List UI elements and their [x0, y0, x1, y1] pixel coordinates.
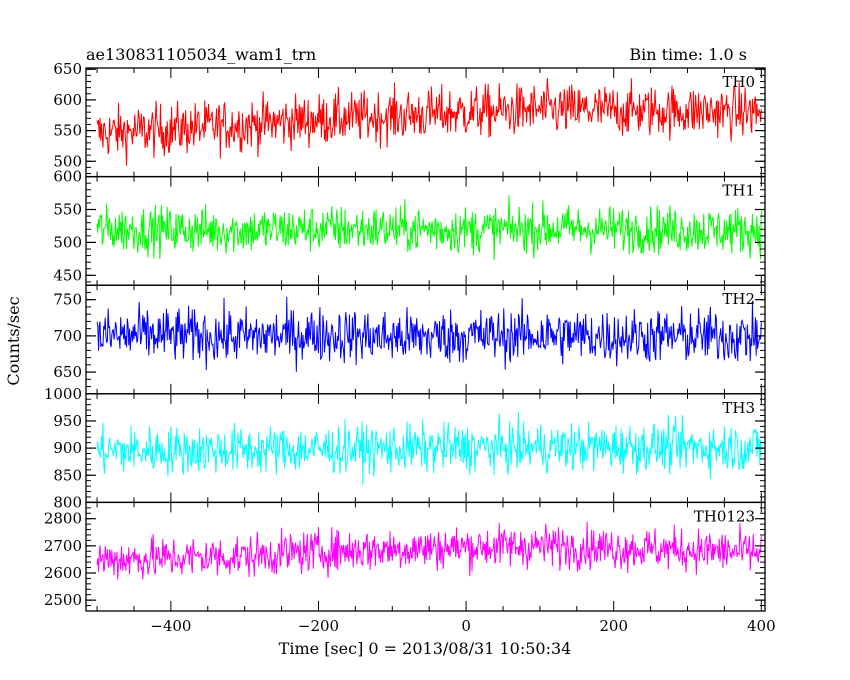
- panel-label-th3: TH3: [722, 399, 755, 417]
- panel-label-th2: TH2: [722, 290, 755, 308]
- x-tick-label: 200: [599, 617, 628, 635]
- x-tick-label: 400: [747, 617, 776, 635]
- panel-label-th1: TH1: [722, 182, 755, 200]
- panel-th2: 650 700 750 TH2: [53, 284, 766, 395]
- y-tick-label: 1000: [44, 385, 82, 403]
- panel-frame: [85, 175, 766, 286]
- y-tick-label: 950: [53, 412, 82, 430]
- panel-label-th0123: TH0123: [694, 507, 755, 525]
- y-tick-label: 800: [53, 493, 82, 511]
- y-tick-label: 500: [53, 233, 82, 251]
- x-tick-label: 0: [461, 617, 471, 635]
- series-line-th1: [96, 195, 762, 261]
- chart-title: ae130831105034_wam1_trn: [86, 45, 316, 64]
- y-tick-label: 550: [53, 201, 82, 219]
- panel-frame: [85, 501, 766, 612]
- y-tick-label: 850: [53, 466, 82, 484]
- y-tick-label: 650: [53, 363, 82, 381]
- y-tick-label: 450: [53, 266, 82, 284]
- y-tick-label: 2500: [44, 591, 82, 609]
- panel-th0: 500 550 600 650 TH0: [53, 60, 766, 178]
- chart-subtitle: Bin time: 1.0 s: [629, 45, 747, 64]
- y-tick-label: 750: [53, 291, 82, 309]
- y-tick-label: 650: [53, 60, 82, 78]
- series-line-th0: [96, 78, 762, 166]
- panels-group: 500 550 600 650 TH0 450 500 550 600 TH1 650 700 750 T…: [44, 60, 766, 612]
- panel-label-th0: TH0: [722, 73, 755, 91]
- panel-th0123: 2500 2600 2700 2800 TH0123: [44, 501, 766, 612]
- series-line-th3: [96, 411, 762, 486]
- panel-th3: 800 850 900 950 1000 TH3: [44, 385, 766, 511]
- y-tick-label: 550: [53, 122, 82, 140]
- y-tick-label: 600: [53, 168, 82, 186]
- x-axis-label: Time [sec] 0 = 2013/08/31 10:50:34: [279, 639, 572, 658]
- series-line-th2: [96, 296, 762, 372]
- y-tick-label: 600: [53, 91, 82, 109]
- series-line-th0123: [96, 521, 762, 580]
- y-tick-label: 2800: [44, 510, 82, 528]
- x-tick-label: −200: [298, 617, 339, 635]
- y-tick-label: 500: [53, 152, 82, 170]
- y-tick-label: 700: [53, 327, 82, 345]
- y-tick-label: 2600: [44, 564, 82, 582]
- x-tick-label: −400: [150, 617, 191, 635]
- y-tick-label: 2700: [44, 537, 82, 555]
- y-axis-label: Counts/sec: [4, 296, 23, 385]
- panel-th1: 450 500 550 600 TH1: [53, 168, 766, 286]
- x-axis: −400 −200 0 200 400: [150, 617, 775, 635]
- y-tick-label: 900: [53, 439, 82, 457]
